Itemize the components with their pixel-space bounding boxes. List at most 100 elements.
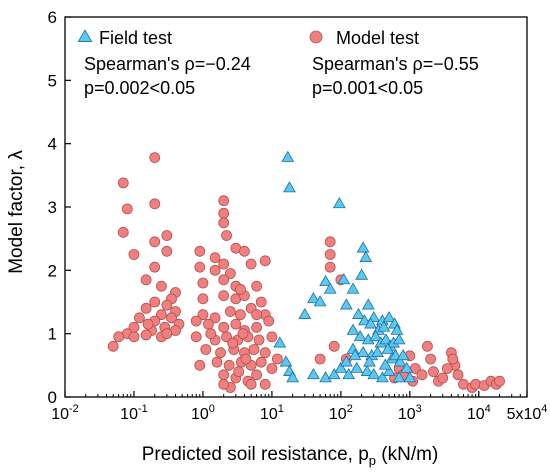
field-test-point <box>352 307 365 319</box>
model-test-point <box>209 312 221 324</box>
field-test-point <box>359 250 373 262</box>
x-tick-label: 100 <box>191 403 215 423</box>
model-test-point <box>218 195 230 207</box>
model-test-point <box>107 340 119 352</box>
model-test-point <box>218 378 230 390</box>
field-test-legend-label: Field test <box>99 28 172 48</box>
model-test-point <box>328 340 340 352</box>
model-test-point <box>149 296 161 308</box>
model-test-point <box>194 261 206 273</box>
x-tick-label: 101 <box>260 403 284 423</box>
field-test-point <box>363 355 376 367</box>
model-test-point <box>255 296 267 308</box>
model-test-point <box>156 309 167 321</box>
field-test-point <box>392 371 406 383</box>
model-test-point <box>251 280 262 292</box>
model-test-point <box>194 359 206 371</box>
model-test-point <box>149 236 161 248</box>
field-test-point <box>286 371 300 383</box>
field-test-point <box>361 298 375 310</box>
model-test-legend-marker <box>309 30 323 44</box>
y-tick-label: 2 <box>48 261 57 280</box>
field-test-point <box>381 342 395 354</box>
model-test-point <box>190 315 202 327</box>
model-test-point <box>227 337 239 349</box>
model-test-point <box>161 328 173 340</box>
field-test-point <box>283 181 296 193</box>
model-test-point <box>221 230 232 241</box>
field-test-legend-marker <box>77 29 93 42</box>
field-test-point <box>279 355 293 367</box>
field-test-point <box>332 197 346 209</box>
model-test-point <box>140 329 152 341</box>
field-test-point <box>339 355 353 367</box>
model-test-point <box>218 258 230 270</box>
model-test-point <box>324 261 336 273</box>
model-test-point <box>251 321 262 333</box>
model-test-point <box>211 356 223 368</box>
x-tick-label: 10-1 <box>120 403 148 423</box>
model-test-point <box>218 274 230 286</box>
field-test-point <box>337 273 351 285</box>
model-test-point <box>209 252 221 264</box>
y-tick-label: 0 <box>48 388 57 407</box>
model-test-point <box>149 198 161 210</box>
field-test-point <box>355 268 369 280</box>
model-test-point <box>161 299 173 311</box>
field-test-point <box>307 292 320 304</box>
model-test-point <box>149 152 161 164</box>
field-test-point <box>298 307 312 319</box>
field-test-point <box>339 298 353 310</box>
field-test-point <box>392 333 406 345</box>
model-test-point <box>251 309 262 321</box>
model-test-point <box>324 236 336 248</box>
x-axis-label: Predicted soil resistance, pp (kN/m) <box>142 444 439 468</box>
model-test-point <box>197 277 209 289</box>
model-test-point <box>239 245 250 257</box>
model-test-point <box>235 309 246 321</box>
model-test-point <box>452 369 464 381</box>
model-test-point <box>422 340 433 352</box>
field-test-point <box>319 371 332 383</box>
model-test-point <box>218 217 230 229</box>
field-test-point <box>369 330 383 342</box>
model-test-point <box>324 249 336 260</box>
model-test-point <box>259 255 271 267</box>
field-test-p-value: p=0.002<0.05 <box>84 78 195 98</box>
x-tick-label: 102 <box>329 403 353 423</box>
model-test-point <box>245 378 257 390</box>
y-tick-label: 6 <box>48 8 57 27</box>
model-test-point <box>437 372 449 384</box>
field-test-point <box>358 314 371 326</box>
y-axis-label: Model factor, λ <box>6 150 27 274</box>
field-test-point <box>356 345 370 357</box>
model-test-point <box>314 353 326 365</box>
field-test-point <box>281 150 295 162</box>
field-test-point <box>360 364 374 376</box>
model-test-point <box>121 203 133 215</box>
field-test-point <box>396 349 410 361</box>
model-test-point <box>113 331 125 343</box>
y-tick-label: 3 <box>48 198 57 217</box>
field-test-point <box>390 323 404 335</box>
x-tick-label: 103 <box>398 403 422 423</box>
field-test-point <box>389 349 402 361</box>
model-test-point <box>255 356 267 368</box>
x-tick-label: 5x104 <box>507 403 548 423</box>
field-test-point <box>371 345 384 357</box>
model-test-point <box>240 353 252 365</box>
field-test-point <box>323 282 337 294</box>
model-test-point <box>425 353 436 365</box>
model-test-point <box>248 344 260 355</box>
model-test-legend-label: Model test <box>336 28 419 48</box>
model-test-point <box>218 207 230 219</box>
data-points <box>107 150 505 393</box>
model-test-point <box>161 230 173 241</box>
field-test-point <box>367 368 381 380</box>
legend: Field test Spearman's ρ=−0.24 p=0.002<0.05… <box>77 28 479 98</box>
model-test-point <box>140 274 152 286</box>
field-test-point <box>350 361 364 373</box>
model-test-point <box>259 378 271 390</box>
model-test-point <box>253 334 265 346</box>
model-test-point <box>218 290 230 302</box>
